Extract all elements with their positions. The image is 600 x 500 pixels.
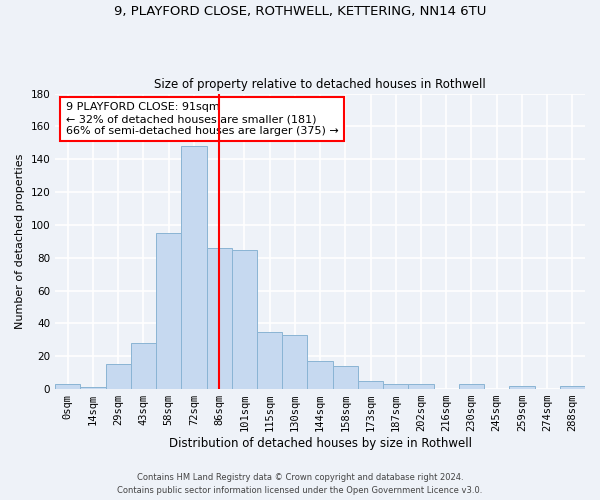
Text: Contains HM Land Registry data © Crown copyright and database right 2024.
Contai: Contains HM Land Registry data © Crown c… bbox=[118, 474, 482, 495]
Bar bbox=[383, 384, 409, 389]
X-axis label: Distribution of detached houses by size in Rothwell: Distribution of detached houses by size … bbox=[169, 437, 472, 450]
Bar bbox=[55, 384, 80, 389]
Bar bbox=[358, 381, 383, 389]
Text: 9, PLAYFORD CLOSE, ROTHWELL, KETTERING, NN14 6TU: 9, PLAYFORD CLOSE, ROTHWELL, KETTERING, … bbox=[114, 5, 486, 18]
Bar bbox=[409, 384, 434, 389]
Bar bbox=[206, 248, 232, 389]
Bar bbox=[181, 146, 206, 389]
Bar bbox=[282, 335, 307, 389]
Bar bbox=[232, 250, 257, 389]
Bar bbox=[307, 361, 332, 389]
Bar bbox=[80, 388, 106, 389]
Bar bbox=[131, 343, 156, 389]
Bar bbox=[106, 364, 131, 389]
Bar bbox=[257, 332, 282, 389]
Bar bbox=[332, 366, 358, 389]
Text: 9 PLAYFORD CLOSE: 91sqm
← 32% of detached houses are smaller (181)
66% of semi-d: 9 PLAYFORD CLOSE: 91sqm ← 32% of detache… bbox=[66, 102, 338, 136]
Title: Size of property relative to detached houses in Rothwell: Size of property relative to detached ho… bbox=[154, 78, 486, 91]
Bar bbox=[509, 386, 535, 389]
Bar bbox=[560, 386, 585, 389]
Bar bbox=[156, 233, 181, 389]
Bar bbox=[459, 384, 484, 389]
Y-axis label: Number of detached properties: Number of detached properties bbox=[15, 154, 25, 329]
